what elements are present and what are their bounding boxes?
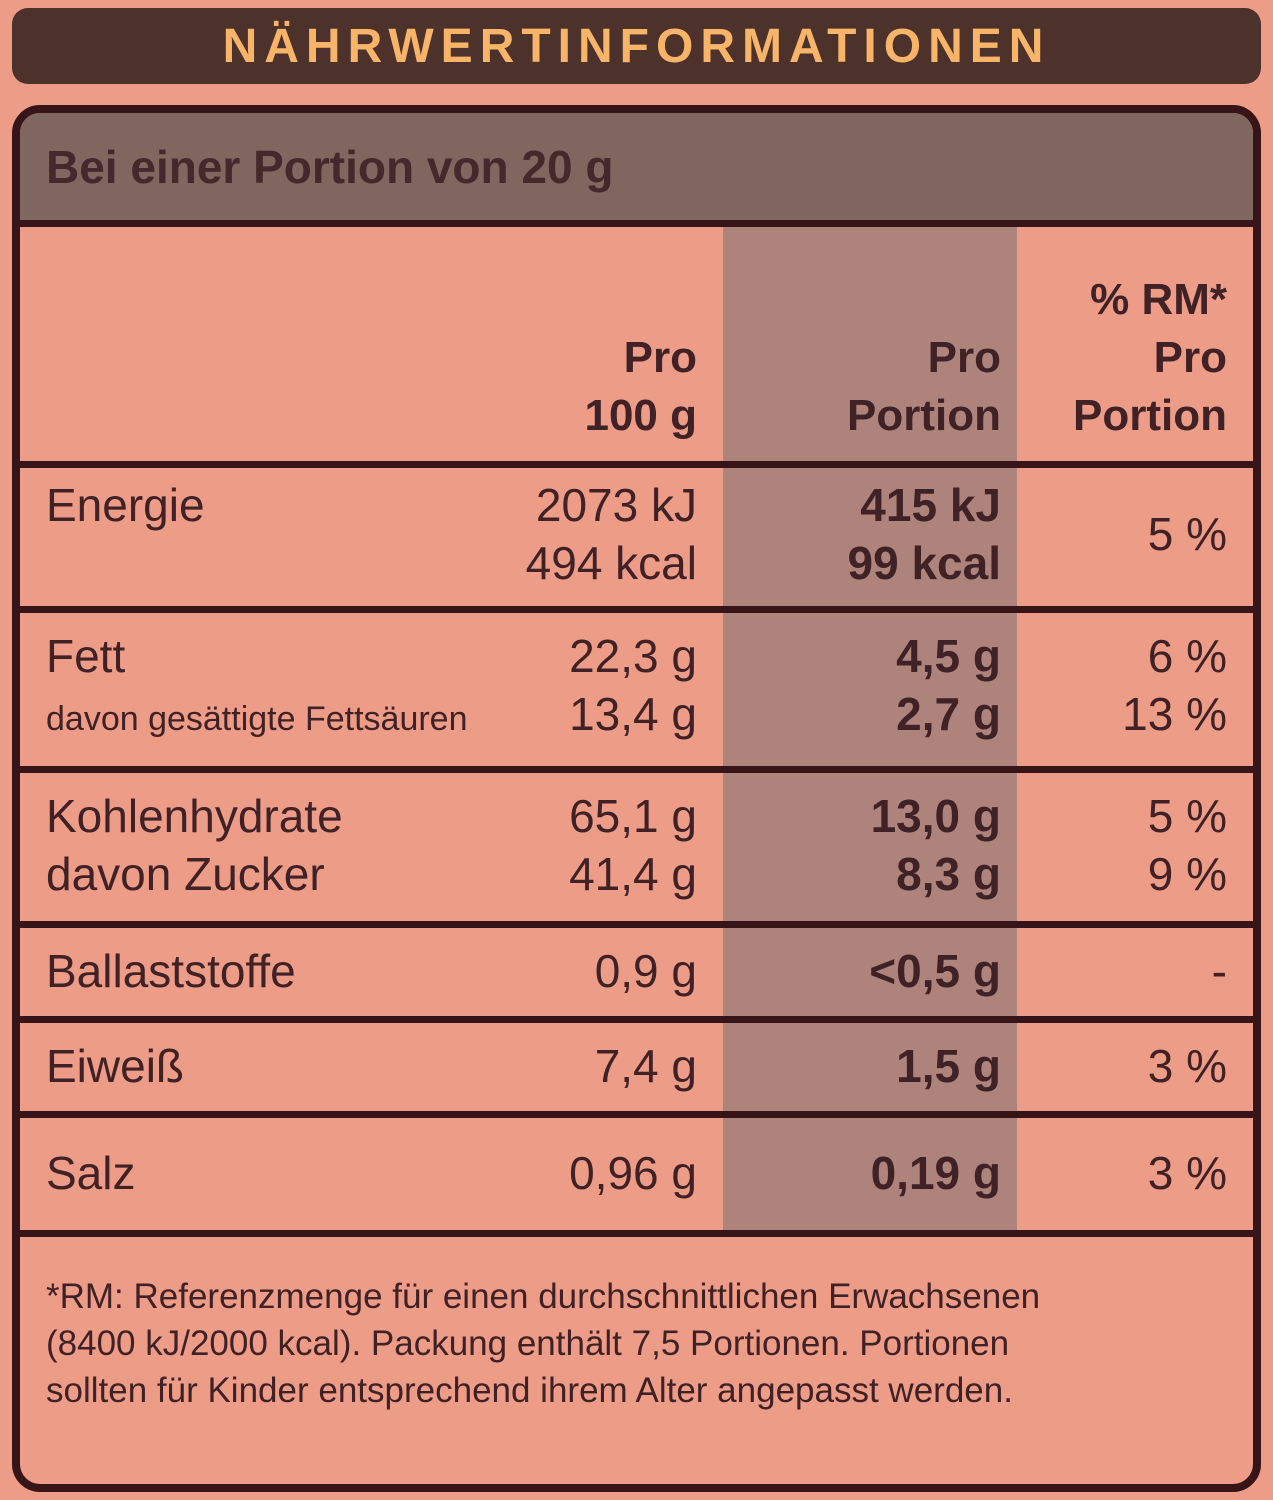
row-eiweiss-per100: 7,4 g — [594, 1040, 697, 1092]
row-eiweiss: Eiweiß 7,4 g 1,5 g 3 % — [20, 1023, 1253, 1118]
col-header-pro-portion: Pro Portion — [847, 333, 1001, 440]
nutrition-table: Bei einer Portion von 20 g Pro 100 g Pro… — [12, 105, 1261, 1492]
row-kohlenhydrate: Kohlenhydrate 65,1 g 13,0 g 5 % davon Zu… — [20, 773, 1253, 928]
row-zucker-rm: 9 % — [1147, 848, 1227, 900]
row-fett-gesaettigt-per100: 13,4 g — [569, 688, 697, 740]
row-ballaststoffe-label: Ballaststoffe — [46, 945, 296, 997]
row-eiweiss-label: Eiweiß — [46, 1040, 185, 1092]
row-salz-rm: 3 % — [1147, 1147, 1227, 1199]
row-zucker-portion: 8,3 g — [896, 848, 1001, 900]
row-salz: Salz 0,96 g 0,19 g 3 % — [20, 1118, 1253, 1237]
row-fett: Fett 22,3 g 4,5 g 6 % davon gesättigte F… — [20, 613, 1253, 773]
row-kohlenhydrate-per100: 65,1 g — [569, 790, 697, 842]
row-fett-per100: 22,3 g — [569, 630, 697, 682]
row-kohlenhydrate-portion: 13,0 g — [870, 790, 1001, 842]
portion-header-row: Bei einer Portion von 20 g — [20, 113, 1253, 227]
table-body: Pro 100 g Pro Portion % RM* Pro Portion … — [20, 227, 1253, 1237]
row-energie: Energie 2073 kJ 494 kcal 415 kJ 99 kcal … — [20, 468, 1253, 613]
col-header-per-100g: Pro 100 g — [584, 333, 697, 440]
row-fett-label: Fett — [46, 630, 126, 682]
row-ballaststoffe-portion: <0,5 g — [869, 945, 1001, 997]
row-fett-gesaettigt-rm: 13 % — [1122, 688, 1227, 740]
row-eiweiss-portion: 1,5 g — [896, 1040, 1001, 1092]
nutrition-title: NÄHRWERTINFORMATIONEN — [222, 19, 1051, 73]
row-salz-label: Salz — [46, 1147, 136, 1199]
row-salz-portion: 0,19 g — [870, 1147, 1001, 1199]
rm-footnote: *RM: Referenzmenge für einen durchschnit… — [46, 1277, 1041, 1410]
row-energie-portion: 415 kJ 99 kcal — [847, 479, 1001, 589]
row-kohlenhydrate-rm: 5 % — [1147, 790, 1227, 842]
portion-column-highlight — [723, 227, 1017, 1237]
row-salz-per100: 0,96 g — [569, 1147, 697, 1199]
row-fett-gesaettigt-portion: 2,7 g — [896, 688, 1001, 740]
col-header-rm-pro-portion: % RM* Pro Portion — [1073, 275, 1227, 440]
row-energie-per100: 2073 kJ 494 kcal — [525, 479, 697, 589]
row-energie-rm: 5 % — [1147, 508, 1227, 560]
column-header-row: Pro 100 g Pro Portion % RM* Pro Portion — [20, 227, 1253, 468]
portion-header-label: Bei einer Portion von 20 g — [46, 140, 614, 193]
row-energie-label: Energie — [46, 479, 205, 531]
row-kohlenhydrate-label: Kohlenhydrate — [46, 790, 343, 842]
row-ballaststoffe-per100: 0,9 g — [594, 945, 697, 997]
row-zucker-per100: 41,4 g — [569, 848, 697, 900]
row-fett-rm: 6 % — [1147, 630, 1227, 682]
nutrition-title-bar: NÄHRWERTINFORMATIONEN — [12, 8, 1261, 84]
row-zucker-label: davon Zucker — [46, 848, 325, 900]
row-ballaststoffe: Ballaststoffe 0,9 g <0,5 g - — [20, 928, 1253, 1023]
row-ballaststoffe-rm: - — [1211, 945, 1227, 997]
row-fett-portion: 4,5 g — [896, 630, 1001, 682]
row-eiweiss-rm: 3 % — [1147, 1040, 1227, 1092]
row-fett-gesaettigt-label: davon gesättigte Fettsäuren — [46, 700, 468, 738]
